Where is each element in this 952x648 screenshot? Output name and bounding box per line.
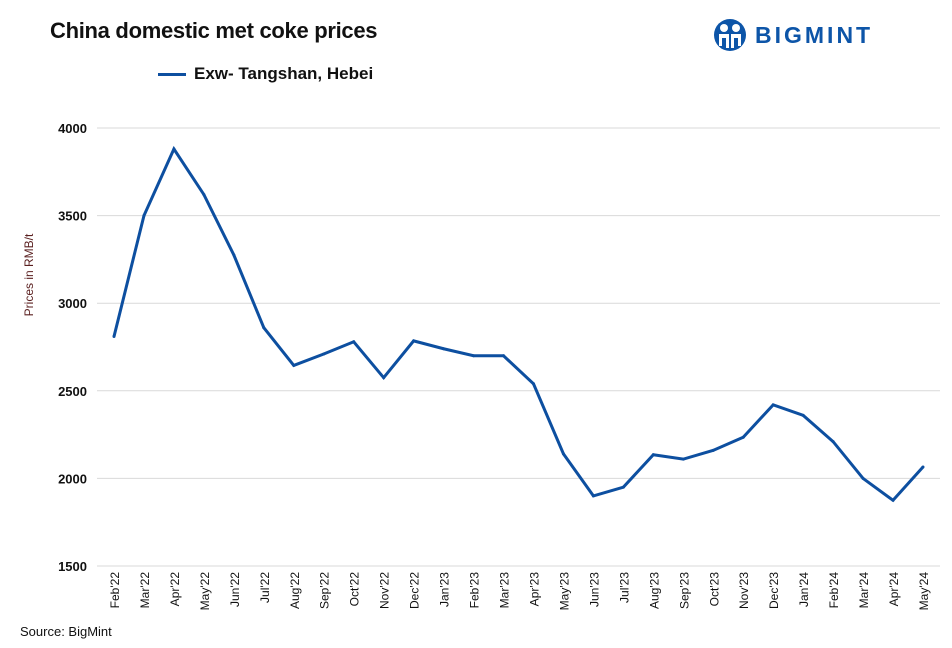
series-line [112,145,925,503]
data-point [502,354,506,358]
data-point [741,435,745,439]
x-tick-label: Apr'23 [527,572,541,607]
x-tick-label: Jan'24 [797,572,811,607]
data-point [322,352,326,356]
y-tick-label: 2000 [58,471,87,486]
data-point [561,452,565,456]
x-tick-label: Apr'24 [887,572,901,607]
y-tick-label: 2500 [58,384,87,399]
x-tick-label: May'23 [557,572,571,611]
data-point [651,453,655,457]
x-tick-label: Feb'24 [827,572,841,609]
x-tick-label: Jun'23 [587,572,601,607]
y-tick-label: 4000 [58,121,87,136]
data-point [921,465,925,469]
data-point [202,193,206,197]
data-point [621,485,625,489]
data-point [591,494,595,498]
x-tick-label: Apr'22 [168,572,182,607]
x-tick-label: Feb'23 [468,572,482,609]
y-tick-label: 3000 [58,296,87,311]
legend: Exw- Tangshan, Hebei [158,64,373,84]
data-point [771,403,775,407]
x-tick-label: Sep'22 [318,572,332,609]
x-tick-label: May'22 [198,572,212,611]
data-point [831,440,835,444]
x-tick-label: Aug'22 [288,572,302,609]
x-tick-label: Mar'23 [498,572,512,609]
data-point [262,326,266,330]
bigmint-logo: BIGMINT [713,18,873,52]
x-tick-label: Jul'23 [617,572,631,603]
x-tick-label: Jul'22 [258,572,272,603]
x-tick-label: Dec'22 [408,572,422,609]
x-tick-label: Jan'23 [438,572,452,607]
y-axis-label: Prices in RMB/t [22,233,36,316]
x-tick-label: Oct'22 [348,572,362,607]
data-point [801,413,805,417]
source-note: Source: BigMint [20,624,112,639]
y-tick-label: 1500 [58,559,87,574]
data-point [442,347,446,351]
x-tick-label: May'24 [917,572,931,611]
x-tick-label: Jun'22 [228,572,242,607]
x-tick-label: Aug'23 [647,572,661,609]
x-tick-label: Sep'23 [677,572,691,609]
data-point [292,363,296,367]
data-point [891,498,895,502]
data-point [711,448,715,452]
data-point [412,339,416,343]
x-tick-label: Mar'24 [857,572,871,609]
x-tick-label: Nov'22 [378,572,392,609]
x-tick-label: Dec'23 [767,572,781,609]
y-tick-label: 3500 [58,209,87,224]
data-point [112,334,116,338]
data-point [472,354,476,358]
data-point [861,476,865,480]
x-tick-label: Nov'23 [737,572,751,609]
legend-swatch [158,72,186,76]
data-point [172,147,176,151]
data-point [142,214,146,218]
x-tick-label: Oct'23 [707,572,721,607]
bigmint-logo-icon [714,19,746,51]
x-tick-label: Feb'22 [108,572,122,609]
legend-label: Exw- Tangshan, Hebei [194,64,374,83]
data-point [232,253,236,257]
data-point [531,382,535,386]
chart-title: China domestic met coke prices [50,18,378,43]
logo-text: BIGMINT [755,21,874,48]
x-tick-label: Mar'22 [138,572,152,609]
data-point [382,376,386,380]
data-point [681,457,685,461]
data-point [352,340,356,344]
